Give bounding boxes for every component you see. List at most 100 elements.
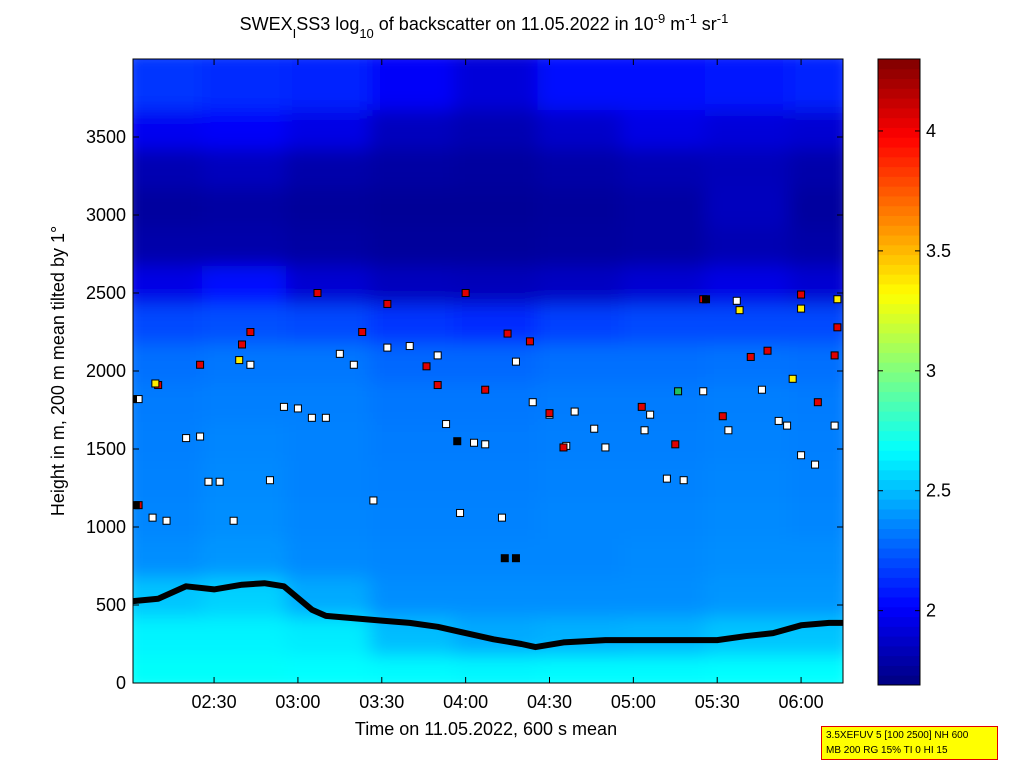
cloud-marker [699, 387, 708, 396]
colorbar-swatch [878, 283, 920, 295]
cloud-marker [246, 328, 255, 336]
colorbar-swatch [878, 98, 920, 109]
x-tick-label: 03:30 [359, 692, 404, 712]
cloud-marker [349, 360, 358, 369]
x-axis-label: Time on 11.05.2022, 600 s mean [355, 719, 617, 739]
colorbar-swatch [878, 440, 920, 451]
colorbar-swatch [878, 274, 920, 285]
colorbar-swatch [878, 78, 920, 89]
cloud-marker [763, 346, 772, 355]
colorbar-swatch [878, 577, 920, 588]
cloud-marker [405, 342, 414, 351]
colorbar-swatch [878, 665, 920, 676]
colorbar-swatch [878, 499, 920, 510]
cloud-marker [570, 407, 579, 416]
colorbar-swatch [878, 528, 920, 539]
colorbar-swatch [878, 303, 920, 314]
colorbar-swatch [878, 186, 920, 197]
cloud-marker [559, 443, 568, 452]
colorbar [878, 59, 920, 686]
colorbar-swatch [878, 225, 920, 236]
colorbar-swatch [878, 264, 920, 275]
cloud-marker [321, 413, 330, 422]
cloud-marker [133, 501, 140, 510]
y-tick-label: 2000 [86, 361, 126, 381]
colorbar-swatch [878, 616, 920, 627]
cloud-marker [383, 299, 392, 308]
cloud-marker [590, 424, 599, 433]
colorbar-swatch [878, 342, 920, 353]
cloud-marker [830, 351, 839, 360]
cloud-marker [456, 508, 465, 517]
cloud-marker [724, 426, 733, 435]
colorbar-swatch [878, 401, 920, 412]
cloud-marker [238, 340, 247, 349]
colorbar-swatch [878, 626, 920, 637]
chart-title: SWEXISS3 log10 of backscatter on 11.05.2… [240, 11, 729, 41]
cloud-marker [470, 438, 479, 447]
colorbar-swatch [878, 117, 920, 128]
cloud-marker [461, 289, 470, 297]
colorbar-swatch [878, 127, 920, 138]
colorbar-swatch [878, 244, 920, 256]
cloud-marker [442, 420, 451, 429]
colorbar-swatch [878, 313, 920, 324]
cloud-marker [358, 328, 367, 336]
cloud-marker [735, 306, 744, 315]
title-part: -1 [685, 11, 697, 26]
colorbar-swatch [878, 538, 920, 549]
title-part: I [293, 26, 297, 41]
cloud-marker [204, 477, 213, 486]
layer-line [133, 580, 843, 651]
colorbar-tick-label: 2.5 [926, 481, 951, 501]
y-tick-label: 0 [116, 673, 126, 693]
colorbar-swatch [878, 88, 920, 99]
colorbar-swatch [878, 479, 920, 490]
colorbar-swatch [878, 469, 920, 481]
cloud-marker [229, 516, 238, 525]
cloud-marker [433, 351, 442, 360]
colorbar-swatch [878, 596, 920, 608]
colorbar-swatch [878, 460, 920, 471]
cloud-marker [307, 413, 316, 422]
cloud-marker [528, 398, 537, 407]
cloud-marker [497, 513, 506, 522]
cloud-marker [811, 460, 820, 469]
cloud-marker [757, 385, 766, 394]
colorbar-swatch [878, 332, 920, 344]
colorbar-tick-label: 2 [926, 601, 936, 621]
cloud-marker [313, 289, 322, 297]
colorbar-swatch [878, 215, 920, 226]
note-line: 3.5XEFUV 5 [100 2500] NH 600 [826, 730, 969, 741]
heatmap-cell [789, 59, 843, 110]
colorbar-swatch [878, 675, 920, 686]
heatmap [133, 59, 843, 683]
cloud-marker [783, 421, 792, 430]
cloud-marker [265, 476, 274, 485]
colorbar-swatch [878, 59, 920, 70]
colorbar-swatch [878, 235, 920, 246]
x-tick-label: 06:00 [779, 692, 824, 712]
colorbar-swatch [878, 450, 920, 461]
cloud-marker [511, 357, 520, 366]
cloud-marker [797, 451, 806, 460]
cloud-marker [833, 295, 842, 304]
cloud-marker [662, 474, 671, 483]
colorbar-swatch [878, 489, 920, 500]
x-tick-label: 05:00 [611, 692, 656, 712]
cloud-marker [369, 496, 378, 505]
y-tick-label: 2500 [86, 283, 126, 303]
y-tick-label: 3500 [86, 127, 126, 147]
title-part: 10 [359, 26, 373, 41]
cloud-marker [246, 360, 255, 369]
cloud-marker [671, 440, 680, 449]
title-part: -1 [717, 11, 729, 26]
colorbar-swatch [878, 137, 920, 148]
colorbar-swatch [878, 362, 920, 373]
x-tick-label: 05:30 [695, 692, 740, 712]
colorbar-swatch [878, 557, 920, 569]
colorbar-swatch [878, 430, 920, 441]
cloud-marker [335, 349, 344, 358]
